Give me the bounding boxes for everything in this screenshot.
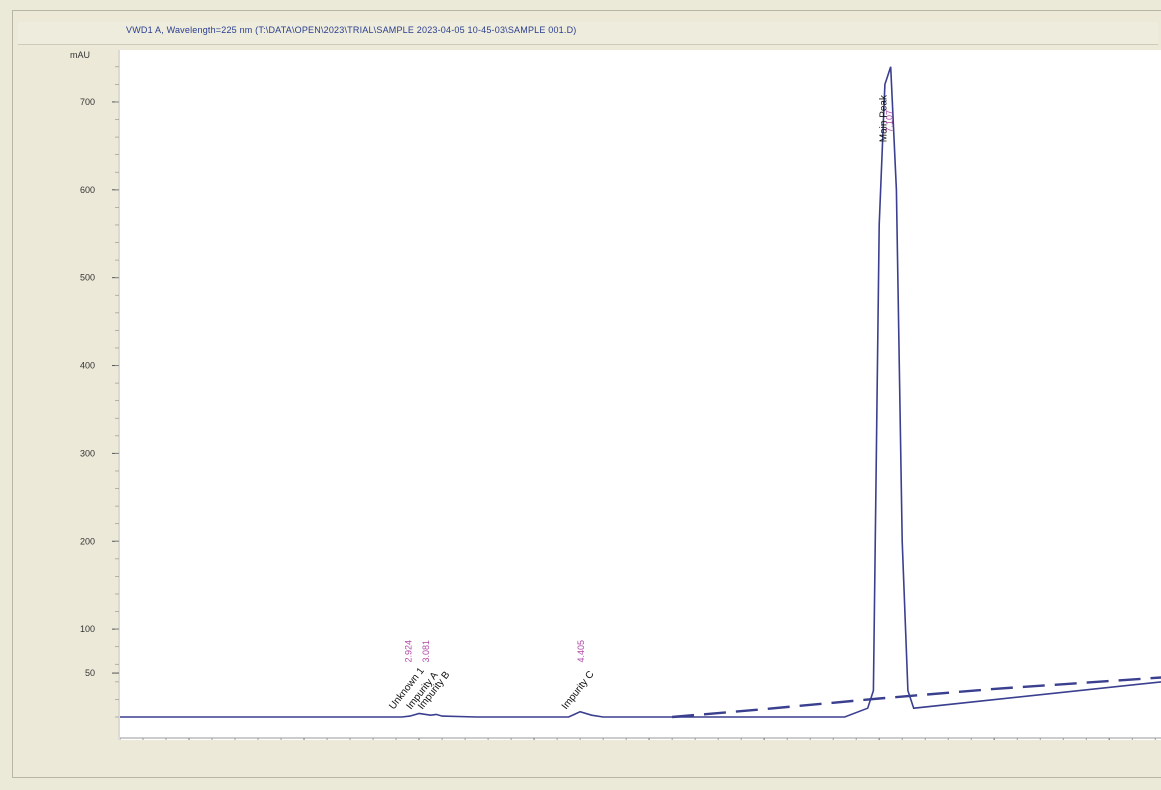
peak-name-label: Impurity C (560, 669, 597, 712)
trace-title-bar (18, 22, 1158, 45)
trace-title: VWD1 A, Wavelength=225 nm (T:\DATA\OPEN\… (126, 25, 577, 35)
y-axis: 100 200 300 400 500 600 700 50 mAU (70, 50, 120, 740)
peak-time-label: 7.107 (884, 110, 894, 133)
y-axis-unit: mAU (70, 50, 90, 60)
chromatogram-trace (120, 66, 1161, 718)
y-tick-label: 500 (80, 273, 95, 283)
y-tick-label: 300 (80, 448, 95, 458)
y-tick-label: 400 (80, 361, 95, 371)
y-tick-label: 100 (80, 624, 95, 634)
y-tick-label: 200 (80, 536, 95, 546)
y-tick-label: 700 (80, 97, 95, 107)
peak-time-label: 3.081 (421, 640, 431, 663)
baseline-drift-line (671, 676, 1161, 719)
y-tick-label: 50 (85, 668, 95, 678)
peak-time-label: 2.924 (404, 640, 414, 663)
y-tick-label: 600 (80, 185, 95, 195)
peak-time-label: 4.405 (576, 640, 586, 663)
peak-name-label: Main Peak (878, 94, 889, 142)
